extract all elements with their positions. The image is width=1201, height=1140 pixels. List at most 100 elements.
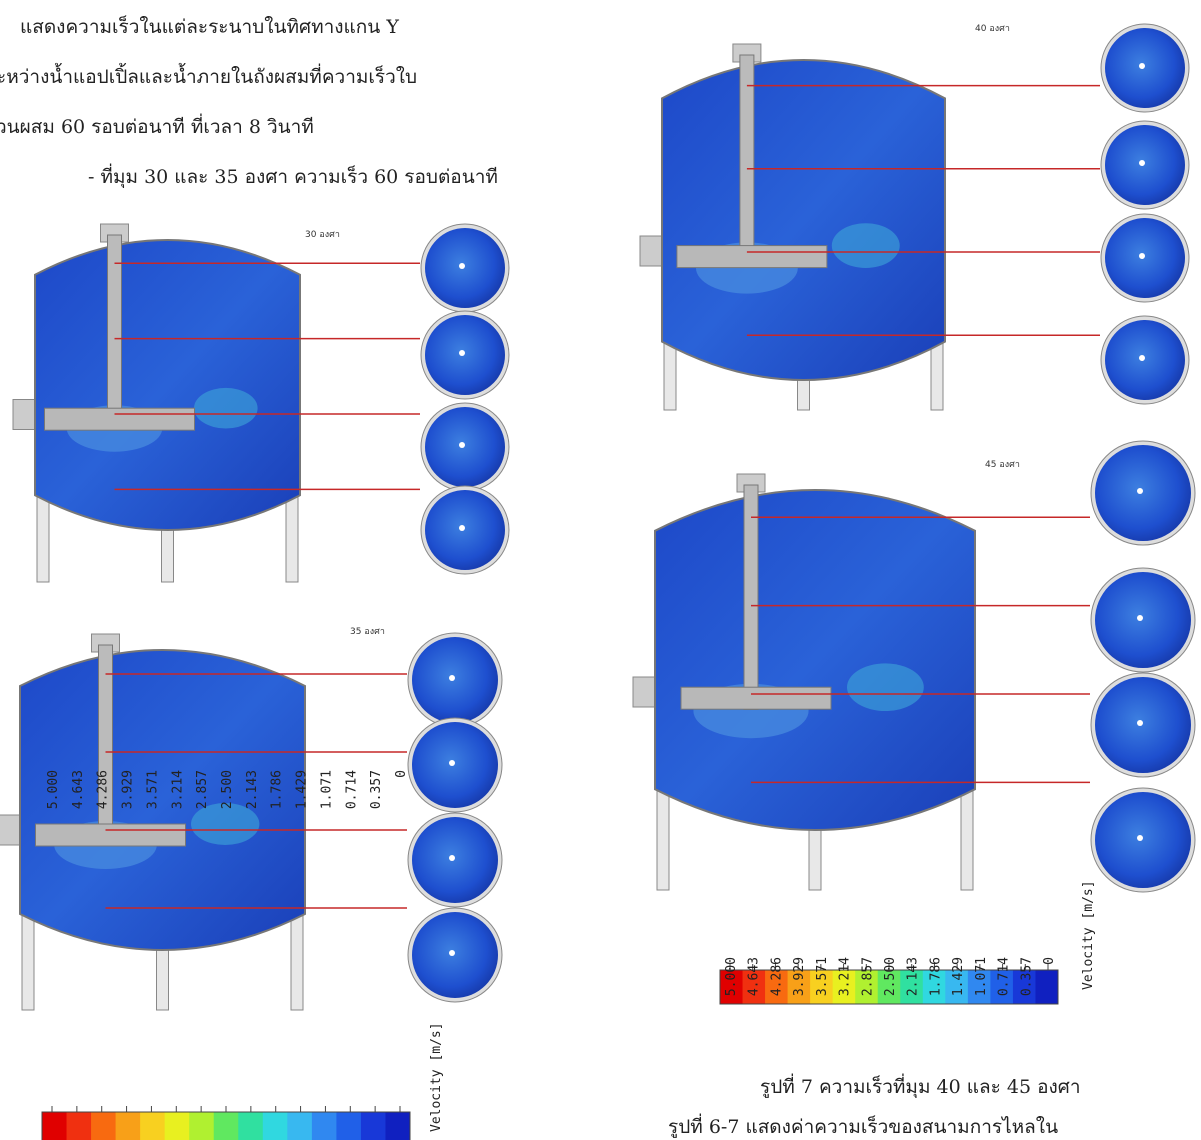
shaft-dot — [459, 525, 465, 531]
colorbar-segment — [945, 970, 969, 1004]
caption: รูปที่ 7 ความเร็วที่มุม 40 และ 45 องศา — [760, 1073, 1081, 1099]
section-view — [412, 722, 498, 808]
section-view — [1095, 792, 1191, 888]
colorbar-segment — [900, 970, 924, 1004]
side-port — [632, 676, 658, 708]
colorbar-segment — [140, 1112, 166, 1140]
shaft-dot — [1137, 720, 1143, 726]
legend-tick: 2.143 — [906, 957, 921, 996]
legend-tick: 1.071 — [974, 957, 989, 996]
shaft-dot — [1139, 253, 1145, 259]
legend-tick: 3.214 — [170, 770, 185, 809]
section-view — [1105, 28, 1185, 108]
shaft-dot — [449, 855, 455, 861]
legend-tick: 3.571 — [815, 957, 830, 996]
side-port — [639, 235, 665, 267]
panel-label: 30 องศา — [305, 230, 340, 240]
colorbar-segment — [990, 970, 1014, 1004]
colorbar-segment — [311, 1112, 337, 1140]
section-view — [1095, 572, 1191, 668]
legend-tick: 2.857 — [860, 957, 875, 996]
colorbar-segment — [42, 1112, 68, 1140]
legend-tick: 1.071 — [319, 770, 334, 809]
caption: รูปที่ 6-7 แสดงค่าความเร็วของสนามการไหลใ… — [668, 1113, 1058, 1138]
section-view — [1105, 320, 1185, 400]
legend-tick: 0.714 — [997, 957, 1012, 996]
legend-tick: 0.357 — [1019, 957, 1034, 996]
legend-title: Velocity [m/s] — [429, 1022, 444, 1132]
flow-zone — [847, 663, 924, 711]
shaft-dot — [1137, 835, 1143, 841]
section-view — [425, 315, 505, 395]
tank-body — [19, 649, 306, 951]
legend-tick: 1.786 — [270, 770, 285, 809]
tank-leg — [21, 913, 35, 1011]
panel-label: 45 องศา — [985, 460, 1020, 470]
colorbar-segment — [91, 1112, 117, 1140]
legend-tick: 2.500 — [883, 957, 898, 996]
colorbar-segment — [189, 1112, 215, 1140]
colorbar-segment — [164, 1112, 190, 1140]
flow-zone — [194, 387, 258, 429]
section-view — [412, 912, 498, 998]
colorbar-segment — [66, 1112, 92, 1140]
impeller — [44, 407, 195, 431]
colorbar-segment — [832, 970, 856, 1004]
side-port — [0, 814, 23, 846]
legend-tick: 4.643 — [71, 770, 86, 809]
tank-leg — [656, 788, 670, 891]
legend-tick: 2.857 — [195, 770, 210, 809]
shaft-dot — [1139, 63, 1145, 69]
colorbar-segment — [262, 1112, 288, 1140]
section-view — [1105, 125, 1185, 205]
tank-leg — [663, 341, 677, 411]
shaft-dot — [1137, 488, 1143, 494]
legend-tick: 4.643 — [747, 957, 762, 996]
tank-leg — [960, 788, 974, 891]
shaft-dot — [1139, 160, 1145, 166]
tank-leg — [930, 341, 944, 411]
intro-line: แสดงความเร็วในแต่ละระนาบในทิศทางแกน Y — [20, 14, 399, 38]
section-view — [1105, 218, 1185, 298]
shaft-dot — [459, 442, 465, 448]
colorbar-segment — [287, 1112, 313, 1140]
legend-tick: 0.357 — [369, 770, 384, 809]
flow-zone — [191, 803, 260, 845]
colorbar-segment — [765, 970, 789, 1004]
section-view — [425, 407, 505, 487]
intro-line: ะหว่างน้ำแอปเปิ้ลและน้ำภายในถังผสมที่ควา… — [0, 63, 417, 88]
colorbar-segment — [810, 970, 834, 1004]
legend-tick: 0.714 — [344, 770, 359, 809]
colorbar-segment — [742, 970, 766, 1004]
legend-tick: 3.571 — [145, 770, 160, 809]
legend-title: Velocity [m/s] — [1081, 880, 1096, 990]
colorbar-segment — [385, 1112, 411, 1140]
shaft-dot — [449, 675, 455, 681]
shaft-dot — [449, 760, 455, 766]
colorbar-segment — [967, 970, 991, 1004]
legend-tick: 3.929 — [792, 957, 807, 996]
colorbar-segment — [1035, 970, 1059, 1004]
legend-tick: 4.286 — [769, 957, 784, 996]
shaft-dot — [1137, 615, 1143, 621]
shaft — [739, 54, 755, 267]
tank-body — [34, 239, 301, 531]
legend-tick: 2.500 — [220, 770, 235, 809]
flow-zone — [831, 223, 900, 268]
colorbar-segment — [922, 970, 946, 1004]
legend-tick: 5.000 — [724, 957, 739, 996]
legend-tick: 5.000 — [46, 770, 61, 809]
section-view — [1095, 677, 1191, 773]
colorbar-segment — [115, 1112, 141, 1140]
section-view — [1095, 445, 1191, 541]
tank-leg — [285, 494, 299, 583]
legend-tick: 3.214 — [838, 957, 853, 996]
section-view — [412, 817, 498, 903]
impeller — [680, 686, 832, 710]
legend-tick: 2.143 — [245, 770, 260, 809]
legend-tick: 3.929 — [121, 770, 136, 809]
tank-leg — [290, 913, 304, 1011]
panel-label: 35 องศา — [350, 627, 385, 637]
